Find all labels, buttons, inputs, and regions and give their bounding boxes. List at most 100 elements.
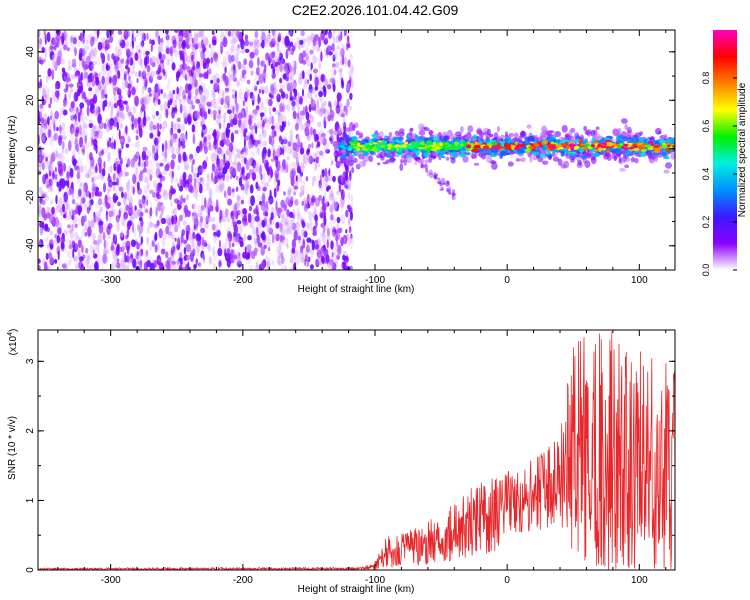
spectrogram-noise-cell [231,88,236,94]
spectrogram-noise-cell [294,199,299,206]
spectrogram-noise-cell [162,92,167,99]
spectrogram-noise-cell [50,236,55,246]
spectrogram-noise-cell [315,156,319,164]
spectrogram-noise-cell [139,216,143,222]
spectrogram-noise-cell [348,175,351,181]
spectrogram-noise-cell [256,174,260,183]
spectrogram-noise-cell [323,211,327,218]
spectrogram-noise-cell [141,70,147,80]
spectrogram-noise-cell [159,38,164,43]
spectrogram-noise-cell [154,244,158,253]
spectrogram-noise-cell [302,106,306,116]
spectrogram-noise-cell [281,215,285,222]
spectrogram-noise-cell [247,235,252,241]
spectrogram-noise-cell [59,47,63,53]
spectrogram-noise-cell [246,183,249,189]
spectrogram-noise-cell [63,176,69,181]
spectrogram-noise-cell [113,87,116,96]
spectrogram-noise-cell [46,31,51,43]
spectrogram-noise-cell [325,149,331,154]
spectrogram-noise-cell [246,244,252,252]
spectrogram-noise-cell [62,109,68,116]
spectrogram-noise-cell [241,151,246,159]
spectrogram-noise-cell [108,76,112,84]
spectrogram-noise-cell [163,264,168,270]
spectrogram-noise-cell [344,170,348,182]
spectrogram-noise-cell [247,212,252,224]
spectrogram-noise-cell [45,156,48,162]
spectrogram-noise-cell [177,237,180,247]
spectrogram-halo-cell [489,134,494,138]
spectrogram-noise-cell [194,121,198,128]
spectrogram-noise-cell [150,70,156,78]
spectrogram-noise-cell [206,176,211,183]
spectrogram-noise-cell [346,179,349,184]
spectrogram-noise-cell [346,204,350,210]
spectrogram-noise-cell [237,260,242,268]
spectrogram-noise-cell [135,97,139,107]
spectrogram-noise-cell [350,79,355,89]
spectrogram-noise-cell [254,48,259,56]
spectrogram-noise-cell [287,120,291,127]
spectrogram-noise-cell [198,85,203,95]
spectrogram-noise-cell [53,37,57,47]
spectrogram-noise-cell [261,89,265,94]
spectrogram-noise-cell [282,227,285,237]
spectrogram-noise-cell [208,188,213,199]
spectrogram-noise-cell [117,30,123,35]
spectrogram-noise-cell [45,152,48,158]
spectrogram-noise-cell [202,259,206,264]
spectrogram-noise-cell [284,35,290,47]
spectrogram-noise-cell [101,168,106,177]
spectrogram-halo-cell [561,124,568,133]
spectrogram-noise-cell [143,110,146,121]
spectrogram-noise-cell [86,262,90,269]
spectrogram-noise-cell [155,30,159,39]
spectrogram-noise-cell [107,101,112,109]
spectrogram-halo-cell [657,131,662,135]
spectrogram-noise-cell [184,53,188,63]
spectrogram-noise-cell [199,93,204,104]
spectrogram-noise-cell [113,64,119,73]
spectrogram-noise-cell [346,80,351,91]
spectrogram-noise-cell [349,70,353,81]
spectrogram-noise-cell [68,210,71,221]
spectrogram-band-cell [614,147,621,154]
spectrogram-noise-cell [84,223,88,232]
spectrogram-noise-cell [73,94,76,103]
spectrogram-noise-cell [206,141,212,150]
spectrogram-noise-cell [296,134,302,146]
spectrogram-noise-cell [83,215,87,223]
spectrogram-noise-cell [54,247,58,256]
spectrogram-noise-cell [180,233,184,244]
spectrogram-band-cell [486,138,490,142]
spectrogram-noise-cell [81,111,84,118]
spectrogram-noise-cell [203,136,207,143]
spectrogram-band-cell [398,136,403,141]
spectrogram-noise-cell [165,34,170,41]
spectrogram-noise-cell [312,37,316,44]
spectrogram-noise-cell [271,233,275,244]
spectrogram-noise-cell [79,200,84,208]
spectrogram-noise-cell [95,86,100,97]
spectrogram-noise-cell [336,45,341,50]
spectrogram-noise-cell [153,100,157,107]
spectrogram-noise-cell [245,114,249,124]
spectrogram-noise-cell [65,187,70,197]
spectrogram-noise-cell [170,159,175,170]
spectrogram-noise-cell [154,224,160,229]
spectrogram-noise-cell [52,115,56,127]
spectrogram-noise-cell [156,31,159,40]
spectrogram-noise-cell [118,186,124,192]
spectrogram-noise-cell [292,151,298,159]
spectrogram-noise-cell [97,106,101,113]
spectrogram-noise-cell [103,182,106,193]
spectrogram-noise-cell [173,135,179,143]
spectrogram-noise-cell [313,227,318,236]
spectrogram-noise-cell [343,255,349,264]
spectrogram-noise-cell [327,174,333,182]
spectrogram-noise-cell [290,41,294,47]
spectrogram-noise-cell [291,222,297,231]
spectrogram-noise-cell [305,253,309,261]
spectrogram-noise-cell [44,94,48,104]
